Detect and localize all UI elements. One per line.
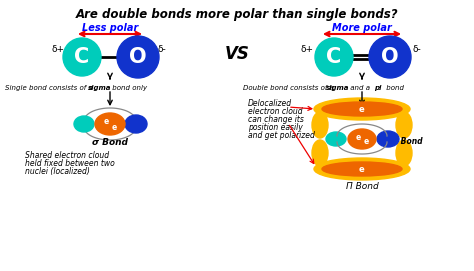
Text: σ Bond: σ Bond [392,137,423,146]
Text: C: C [74,47,90,67]
Text: O: O [129,47,147,67]
Text: and a: and a [348,85,372,91]
Text: e: e [359,105,365,114]
Text: Less polar: Less polar [82,23,138,33]
Text: More polar: More polar [332,23,392,33]
Text: sigma: sigma [326,85,349,91]
Ellipse shape [369,36,411,78]
Text: δ-: δ- [413,44,421,53]
Text: Single bond consists of a: Single bond consists of a [5,85,95,91]
Text: e: e [103,118,109,127]
Text: and get polarized: and get polarized [248,131,315,140]
Text: δ+: δ+ [301,44,313,53]
Ellipse shape [396,140,412,166]
Ellipse shape [396,112,412,138]
Ellipse shape [117,36,159,78]
Ellipse shape [322,102,402,116]
Text: Shared electron cloud: Shared electron cloud [25,151,109,160]
Text: bond: bond [384,85,404,91]
Text: O: O [381,47,399,67]
Text: nuclei (localized): nuclei (localized) [25,167,90,176]
Text: VS: VS [225,45,249,63]
Ellipse shape [326,132,346,146]
Text: can change its: can change its [248,115,304,124]
Text: e: e [111,122,117,131]
Text: e: e [356,133,361,141]
Ellipse shape [63,38,101,76]
Text: δ-: δ- [158,44,166,53]
Text: e: e [359,164,365,173]
Ellipse shape [315,38,353,76]
Ellipse shape [95,113,125,135]
Text: e: e [364,137,369,147]
Text: C: C [327,47,342,67]
Text: Π Bond: Π Bond [346,182,378,191]
Text: pi: pi [374,85,382,91]
Ellipse shape [312,140,328,166]
Ellipse shape [74,116,94,132]
Text: position easily: position easily [248,123,303,132]
Text: electron cloud: electron cloud [248,107,302,116]
Text: Delocalized: Delocalized [248,99,292,108]
Text: δ+: δ+ [52,44,64,53]
Text: Double bond consists of a: Double bond consists of a [243,85,336,91]
Ellipse shape [314,98,410,120]
Text: held fixed between two: held fixed between two [25,159,115,168]
Text: sigma: sigma [88,85,111,91]
Text: bond only: bond only [110,85,147,91]
Ellipse shape [377,131,399,147]
Ellipse shape [125,115,147,133]
Text: σ Bond: σ Bond [92,138,128,147]
Ellipse shape [312,112,328,138]
Ellipse shape [314,158,410,180]
Text: Are double bonds more polar than single bonds?: Are double bonds more polar than single … [76,8,398,21]
Ellipse shape [322,162,402,176]
Ellipse shape [348,129,376,149]
